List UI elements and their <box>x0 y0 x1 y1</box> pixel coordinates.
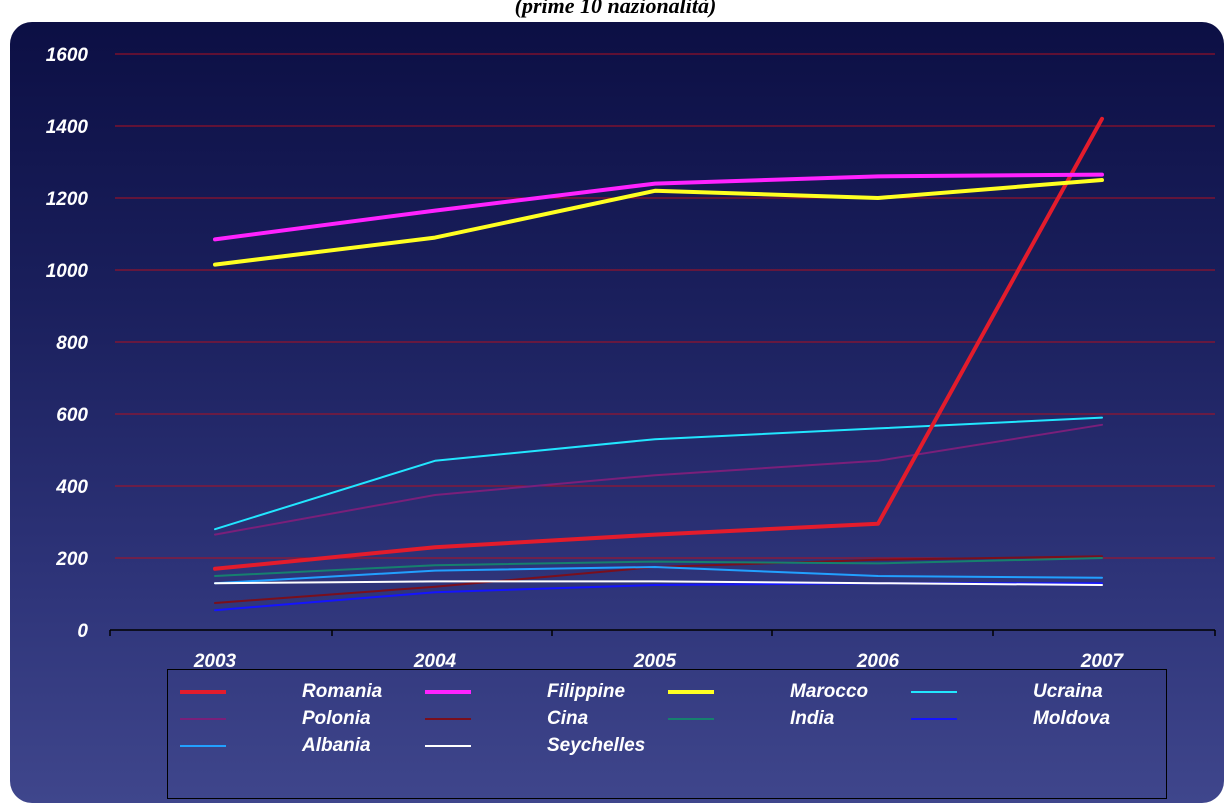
series-line-ucraina <box>214 416 1103 531</box>
legend-label: Marocco <box>790 681 869 702</box>
y-tick-label: 0 <box>77 621 88 642</box>
x-tick-label: 2007 <box>1080 651 1125 672</box>
series-line-marocco <box>213 178 1104 267</box>
legend-label: Moldova <box>1033 708 1111 729</box>
legend-label: Romania <box>302 681 383 702</box>
legend-swatch <box>180 745 226 747</box>
series-line-albania <box>214 566 1103 585</box>
legend-label: Ucraina <box>1033 681 1103 702</box>
x-tick-label: 2003 <box>193 651 237 672</box>
legend-label: Albania <box>302 735 371 756</box>
legend-item-india: India <box>668 707 908 731</box>
y-tick-label: 1200 <box>46 189 89 210</box>
legend-label: India <box>790 708 835 729</box>
x-tick-label: 2004 <box>413 651 457 672</box>
chart-panel: 0 200 400 600 800 1000 1200 1400 1600 2003 2004 200… <box>10 22 1224 803</box>
legend-item-romania: Romania <box>180 680 420 704</box>
legend-label: Seychelles <box>547 735 646 756</box>
legend-item-filippine: Filippine <box>425 680 665 704</box>
chart-legend: Romania Filippine Marocco Ucraina Polonia Cin… <box>167 669 1167 799</box>
y-tick-label: 1400 <box>46 117 89 138</box>
series-line-moldova <box>214 582 1103 612</box>
series-line-seychelles <box>214 580 1103 586</box>
legend-item-ucraina: Ucraina <box>911 680 1151 704</box>
legend-swatch <box>180 718 226 720</box>
legend-item-cina: Cina <box>425 707 665 731</box>
legend-item-marocco: Marocco <box>668 680 908 704</box>
x-tick-label: 2006 <box>856 651 900 672</box>
legend-swatch <box>668 690 714 694</box>
series-line-filippine <box>213 172 1104 242</box>
legend-swatch <box>425 690 471 694</box>
legend-swatch <box>425 745 471 747</box>
y-tick-label: 1000 <box>46 261 89 282</box>
legend-item-polonia: Polonia <box>180 707 420 731</box>
series-line-romania <box>213 116 1104 571</box>
y-tick-label: 400 <box>55 477 88 498</box>
legend-label: Filippine <box>547 681 626 702</box>
y-tick-label: 200 <box>55 549 88 570</box>
y-tick-label: 1600 <box>46 45 89 66</box>
legend-swatch <box>425 718 471 720</box>
x-tick-label: 2005 <box>633 651 677 672</box>
chart-subtitle: (prime 10 nazionalità) <box>514 0 717 18</box>
legend-swatch <box>911 718 957 720</box>
y-tick-label: 800 <box>56 333 88 354</box>
line-chart: 0 200 400 600 800 1000 1200 1400 1600 2003 2004 200… <box>46 45 1216 672</box>
legend-label: Cina <box>547 708 589 729</box>
series-line-india <box>214 557 1103 577</box>
y-tick-label: 600 <box>56 405 88 426</box>
legend-item-seychelles: Seychelles <box>425 734 665 758</box>
series-line-cina <box>214 555 1103 604</box>
legend-item-moldova: Moldova <box>911 707 1151 731</box>
legend-item-albania: Albania <box>180 734 420 758</box>
legend-swatch <box>911 691 957 693</box>
legend-swatch <box>668 718 714 720</box>
series-line-polonia <box>214 423 1103 536</box>
legend-swatch <box>180 690 226 694</box>
legend-label: Polonia <box>302 708 371 729</box>
